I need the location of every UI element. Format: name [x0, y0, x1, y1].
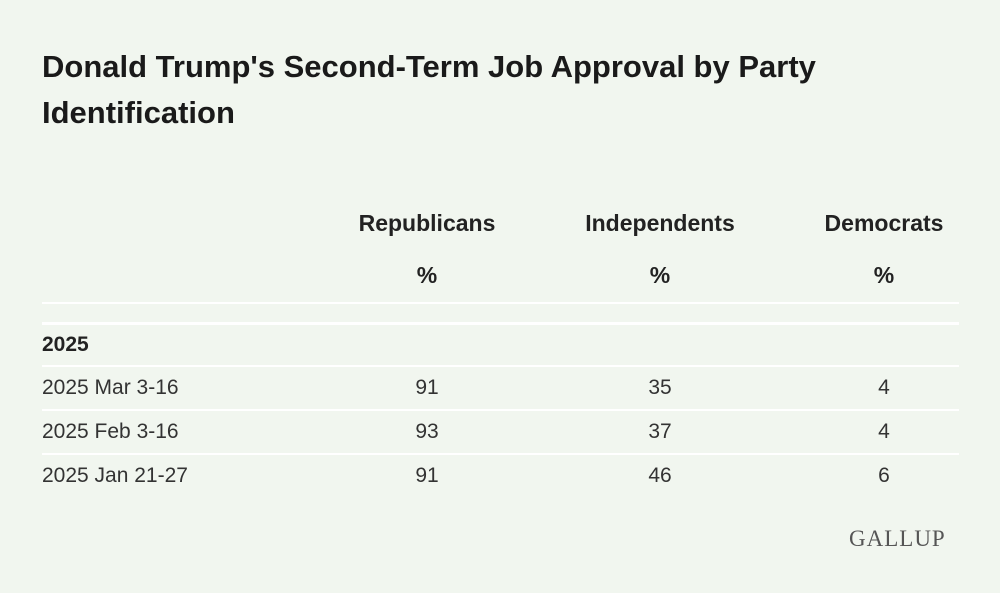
unit-label-independents: %	[649, 262, 671, 288]
row-divider	[42, 453, 959, 455]
cell-republicans: 91	[415, 464, 439, 487]
table-row: 2025 Feb 3-16 93 37 4	[42, 411, 959, 453]
unit-header-row: % % %	[42, 248, 959, 302]
cell-democrats: 6	[878, 464, 890, 487]
data-table: Republicans Independents Democrats % % %…	[42, 210, 959, 497]
section-divider	[42, 322, 959, 325]
row-label: 2025 Jan 21-27	[42, 464, 188, 487]
row-divider	[42, 409, 959, 411]
column-header-row: Republicans Independents Democrats	[42, 210, 959, 248]
column-header-republicans: Republicans	[358, 210, 496, 236]
row-label: 2025 Mar 3-16	[42, 376, 179, 399]
cell-republicans: 91	[415, 376, 439, 399]
table-row: 2025 Jan 21-27 91 46 6	[42, 455, 959, 497]
cell-democrats: 4	[878, 420, 890, 443]
gallup-logo: GALLUP	[849, 526, 946, 551]
unit-label-democrats: %	[873, 262, 895, 288]
header-divider	[42, 302, 959, 304]
unit-label-republicans: %	[416, 262, 438, 288]
cell-republicans: 93	[415, 420, 439, 443]
row-label: 2025 Feb 3-16	[42, 420, 179, 443]
chart-title: Donald Trump's Second-Term Job Approval …	[42, 49, 816, 130]
cell-independents: 46	[648, 464, 672, 487]
cell-democrats: 4	[878, 376, 890, 399]
column-header-democrats: Democrats	[824, 210, 944, 236]
column-header-independents: Independents	[585, 210, 735, 236]
table-row: 2025 Mar 3-16 91 35 4	[42, 367, 959, 409]
row-divider	[42, 365, 959, 367]
section-heading: 2025	[42, 333, 89, 356]
cell-independents: 35	[648, 376, 672, 399]
cell-independents: 37	[648, 420, 672, 443]
